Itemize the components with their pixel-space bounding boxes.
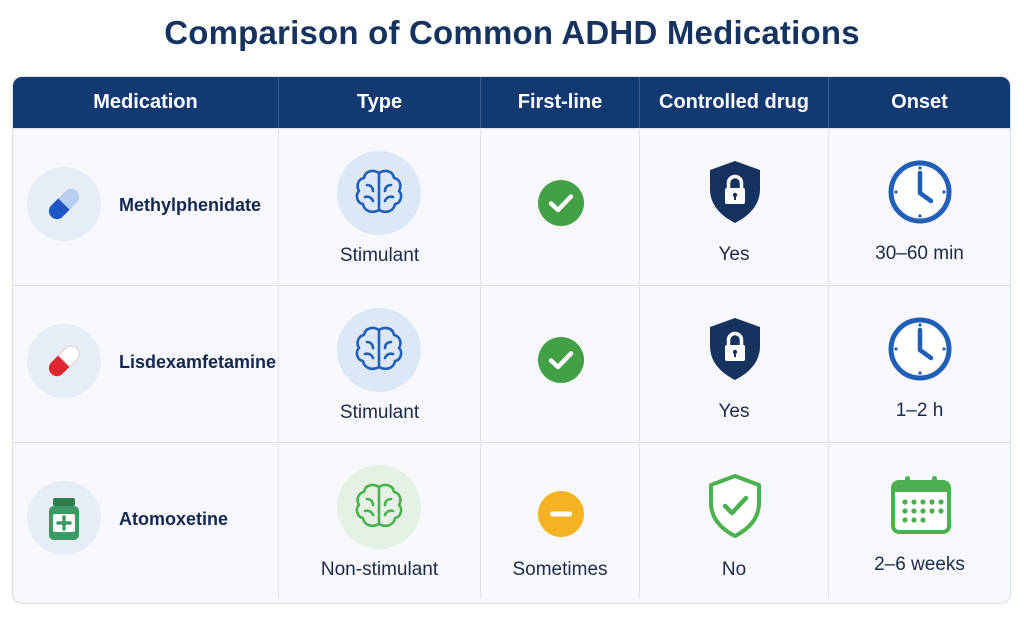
clock-icon [888, 160, 952, 224]
medication-cell: Lisdexamfetamine [13, 286, 279, 442]
check-icon [538, 180, 584, 226]
type-label: Stimulant [339, 402, 420, 423]
medication-name: Atomoxetine [119, 509, 229, 529]
table-header: Medication Type First-line Controlled dr… [13, 77, 1010, 128]
medicine-bottle-icon [27, 481, 101, 555]
type-label: Stimulant [339, 245, 420, 266]
controlled-value: Yes [718, 401, 750, 422]
controlled-drug-cell: No [640, 443, 829, 599]
onset-value: 30–60 min [875, 243, 964, 264]
column-header-controlled-drug: Controlled drug [640, 77, 829, 128]
controlled-drug-cell: Yes [640, 129, 829, 285]
blue-capsule-icon [27, 167, 101, 241]
type-cell: Stimulant [279, 129, 481, 285]
first-line-cell [481, 286, 640, 442]
medication-cell: Atomoxetine [13, 443, 279, 599]
onset-value: 2–6 weeks [874, 554, 965, 575]
onset-cell: 2–6 weeks [829, 443, 1010, 599]
calendar-icon [891, 476, 951, 534]
medication-cell: Methylphenidate [13, 129, 279, 285]
type-cell: Stimulant [279, 286, 481, 442]
table-row: Lisdexamfetamine Stimulant [13, 285, 1010, 442]
check-icon [538, 337, 584, 383]
shield-check-icon [709, 474, 761, 538]
onset-cell: 30–60 min [829, 129, 1010, 285]
type-cell: Non-stimulant [279, 443, 481, 599]
table-row: Methylphenidate Stimulant [13, 128, 1010, 285]
page-title: Comparison of Common ADHD Medications [164, 14, 860, 51]
brain-icon [337, 465, 421, 549]
brain-icon [337, 151, 421, 235]
controlled-value: No [721, 559, 747, 580]
column-header-first-line: First-line [481, 77, 640, 128]
column-header-medication: Medication [13, 77, 279, 128]
shield-lock-icon [710, 318, 760, 380]
first-line-cell: Sometimes [481, 443, 640, 599]
controlled-value: Yes [718, 244, 750, 265]
column-header-onset: Onset [891, 91, 948, 113]
first-line-value: Sometimes [512, 559, 608, 580]
comparison-table: Medication Type First-line Controlled dr… [12, 76, 1011, 604]
first-line-cell [481, 129, 640, 285]
brain-icon [337, 308, 421, 392]
medication-name: Lisdexamfetamine [119, 352, 277, 372]
table-row: Atomoxetine Non-stimulant S [13, 442, 1010, 603]
medication-name: Methylphenidate [119, 195, 262, 215]
controlled-drug-cell: Yes [640, 286, 829, 442]
minus-icon [538, 491, 584, 537]
clock-icon [888, 317, 952, 381]
onset-value: 1–2 h [895, 400, 944, 421]
shield-lock-icon [710, 161, 760, 223]
type-label: Non-stimulant [320, 559, 439, 580]
onset-cell: 1–2 h [829, 286, 1010, 442]
red-capsule-icon [27, 324, 101, 398]
column-header-type: Type [279, 77, 481, 128]
